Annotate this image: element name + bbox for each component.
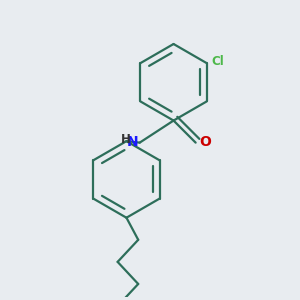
Text: Cl: Cl [211,55,224,68]
Text: O: O [199,135,211,149]
Text: N: N [127,135,138,149]
Text: H: H [120,133,130,146]
